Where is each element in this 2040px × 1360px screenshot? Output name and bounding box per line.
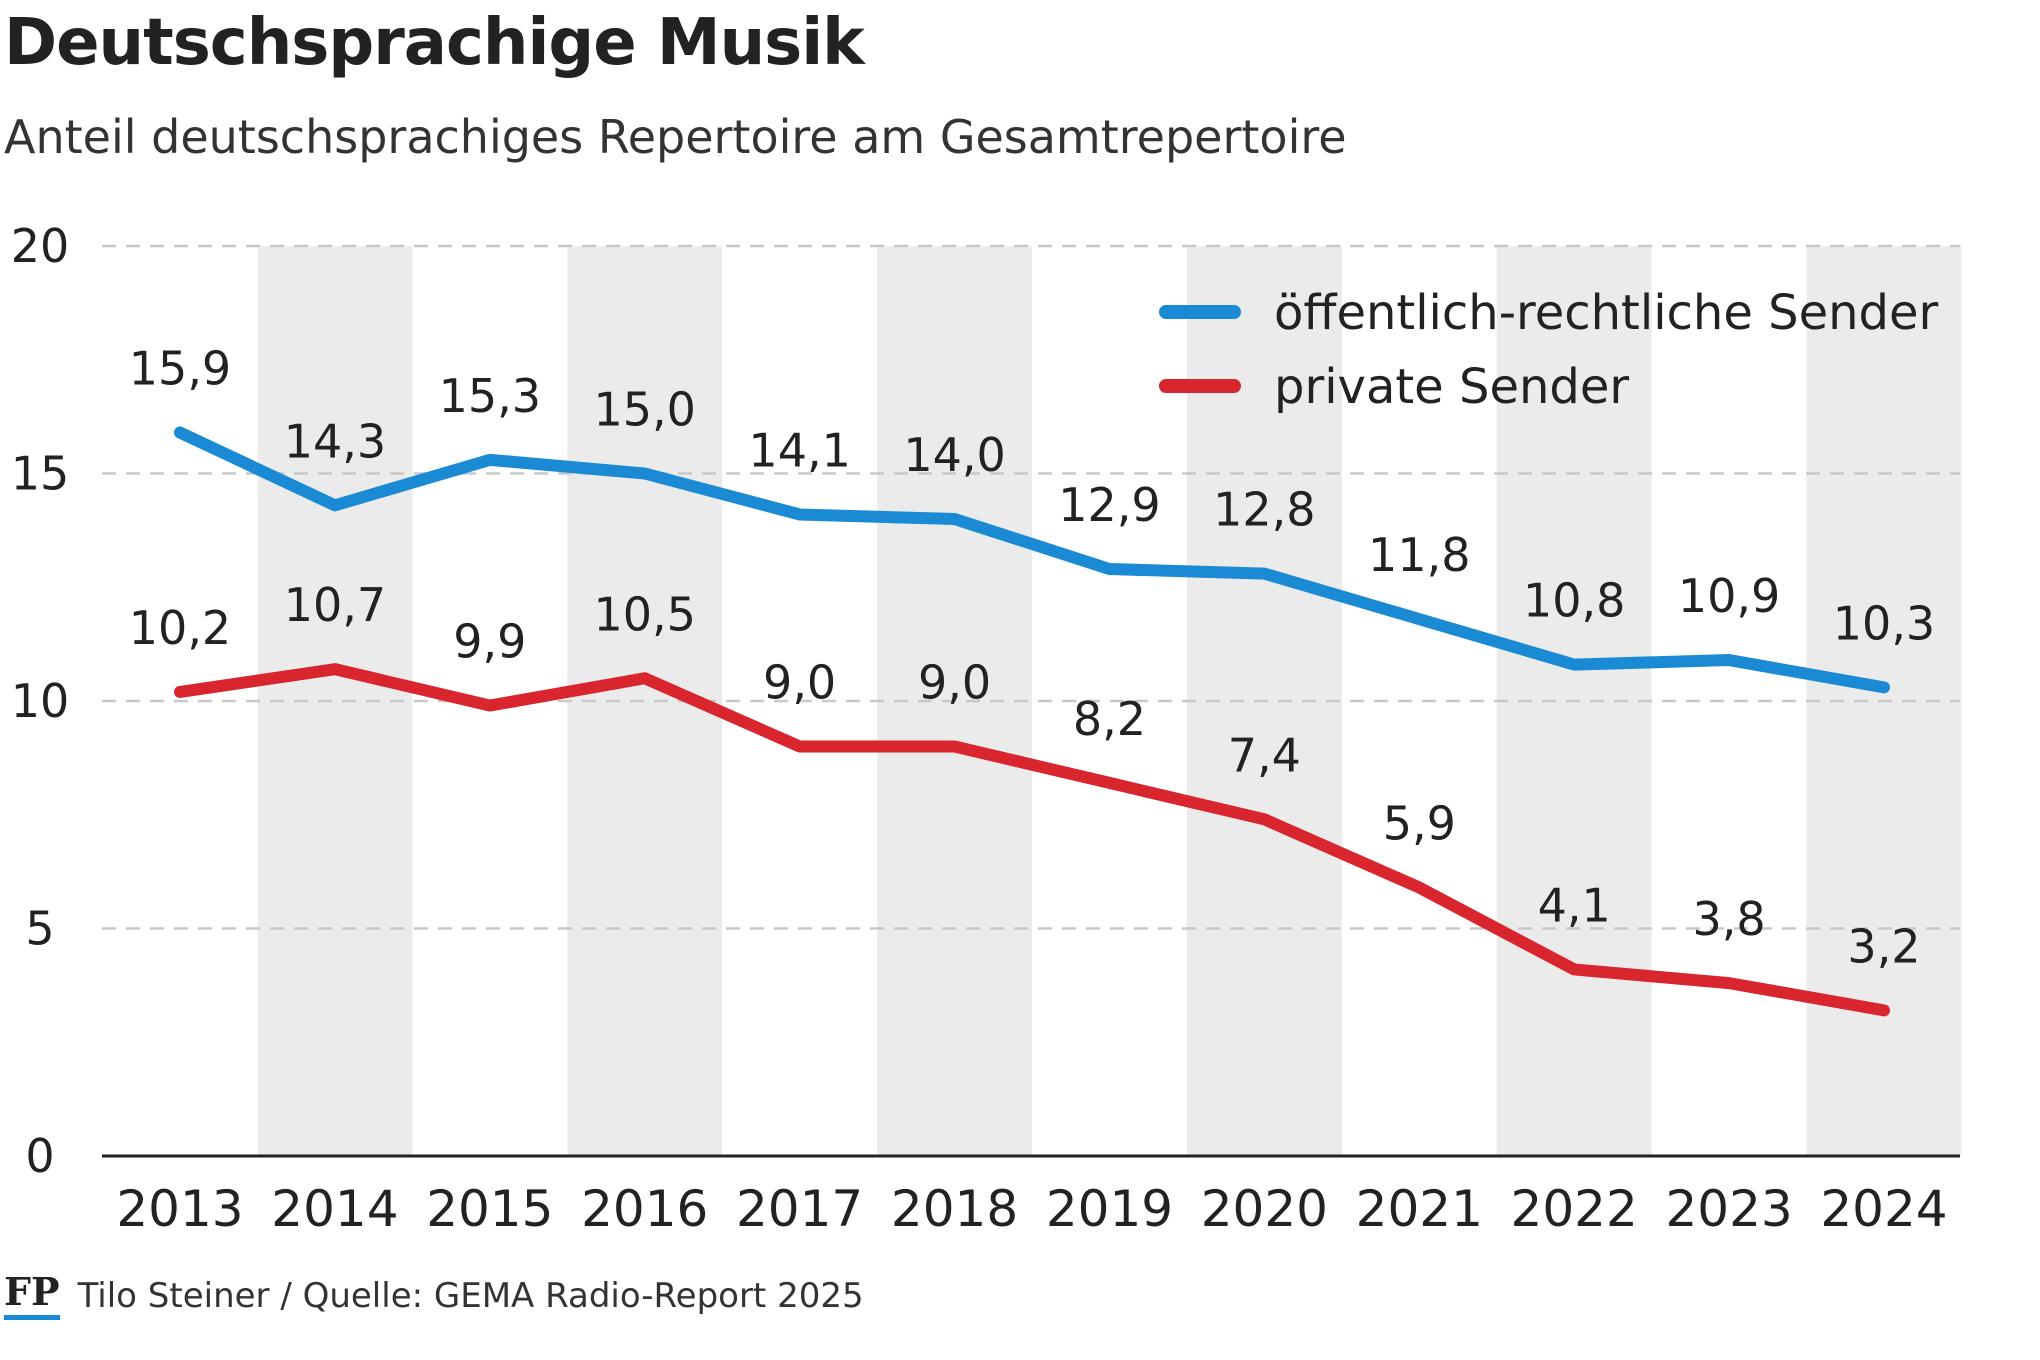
data-labels: 15,9 14,3 15,3 15,0 14,1 14,0 12,9 12,8 11,8 10,8…: [129, 342, 1935, 974]
series-lines: [174, 426, 1890, 1017]
data-label-private-2021: 5,9: [1383, 797, 1456, 851]
data-label-private-2020: 7,4: [1228, 728, 1301, 782]
x-tick-label-2019: 2019: [1046, 1180, 1173, 1238]
y-tick-label-0: 0: [25, 1129, 54, 1183]
data-label-private-2013: 10,2: [129, 601, 231, 655]
publisher-logo: FP: [4, 1272, 60, 1320]
data-label-private-2022: 4,1: [1538, 878, 1611, 932]
page-subtitle: Anteil deutschsprachiges Repertoire am G…: [4, 110, 1347, 164]
page-title: Deutschsprachige Musik: [4, 6, 865, 80]
data-label-private-2019: 8,2: [1073, 692, 1146, 746]
y-tick-label-15: 15: [11, 447, 70, 501]
source-credit: Tilo Steiner / Quelle: GEMA Radio-Report…: [77, 1276, 864, 1316]
x-axis-ticks: 2013 2014 2015 2016 2017 2018 2019 2020 2021 2022…: [116, 1180, 1947, 1238]
data-label-public-2017: 14,1: [748, 423, 850, 477]
data-label-public-2020: 12,8: [1213, 483, 1315, 537]
y-tick-label-10: 10: [11, 674, 70, 728]
legend-label-public: öffentlich-rechtliche Sender: [1274, 285, 1939, 341]
series-line-public: [174, 426, 1890, 694]
data-label-private-2023: 3,8: [1693, 892, 1766, 946]
data-label-private-2015: 9,9: [453, 615, 526, 669]
data-label-private-2018: 9,0: [918, 656, 991, 710]
x-tick-label-2016: 2016: [581, 1180, 708, 1238]
x-tick-label-2013: 2013: [116, 1180, 243, 1238]
legend-label-private: private Sender: [1274, 359, 1629, 415]
data-label-public-2014: 14,3: [284, 414, 386, 468]
y-tick-label-20: 20: [11, 219, 70, 273]
y-tick-label-5: 5: [25, 902, 54, 956]
x-tick-label-2021: 2021: [1356, 1180, 1483, 1238]
data-label-public-2018: 14,0: [903, 428, 1005, 482]
data-label-public-2021: 11,8: [1368, 528, 1470, 582]
data-label-public-2022: 10,8: [1523, 574, 1625, 628]
data-label-public-2016: 15,0: [594, 383, 696, 437]
x-tick-label-2014: 2014: [271, 1180, 398, 1238]
data-label-private-2017: 9,0: [763, 656, 836, 710]
data-label-public-2019: 12,9: [1058, 478, 1160, 532]
x-tick-label-2023: 2023: [1665, 1180, 1792, 1238]
y-axis-ticks: 0 5 10 15 20: [11, 219, 70, 1183]
data-label-public-2013: 15,9: [129, 342, 231, 396]
gridlines: [102, 244, 1960, 930]
data-label-public-2024: 10,3: [1833, 596, 1935, 650]
data-label-private-2024: 3,2: [1847, 919, 1920, 973]
data-label-private-2014: 10,7: [284, 578, 386, 632]
data-label-public-2015: 15,3: [439, 369, 541, 423]
x-tick-label-2015: 2015: [426, 1180, 553, 1238]
x-tick-label-2020: 2020: [1201, 1180, 1328, 1238]
data-label-private-2016: 10,5: [594, 587, 696, 641]
series-line-private: [174, 663, 1890, 1017]
legend: öffentlich-rechtliche Sender private Send…: [1159, 285, 1939, 415]
x-tick-label-2022: 2022: [1511, 1180, 1638, 1238]
x-tick-label-2017: 2017: [736, 1180, 863, 1238]
x-tick-label-2024: 2024: [1820, 1180, 1947, 1238]
footer: FP Tilo Steiner / Quelle: GEMA Radio-Rep…: [4, 1268, 864, 1324]
x-tick-label-2018: 2018: [891, 1180, 1018, 1238]
data-label-public-2023: 10,9: [1678, 569, 1780, 623]
